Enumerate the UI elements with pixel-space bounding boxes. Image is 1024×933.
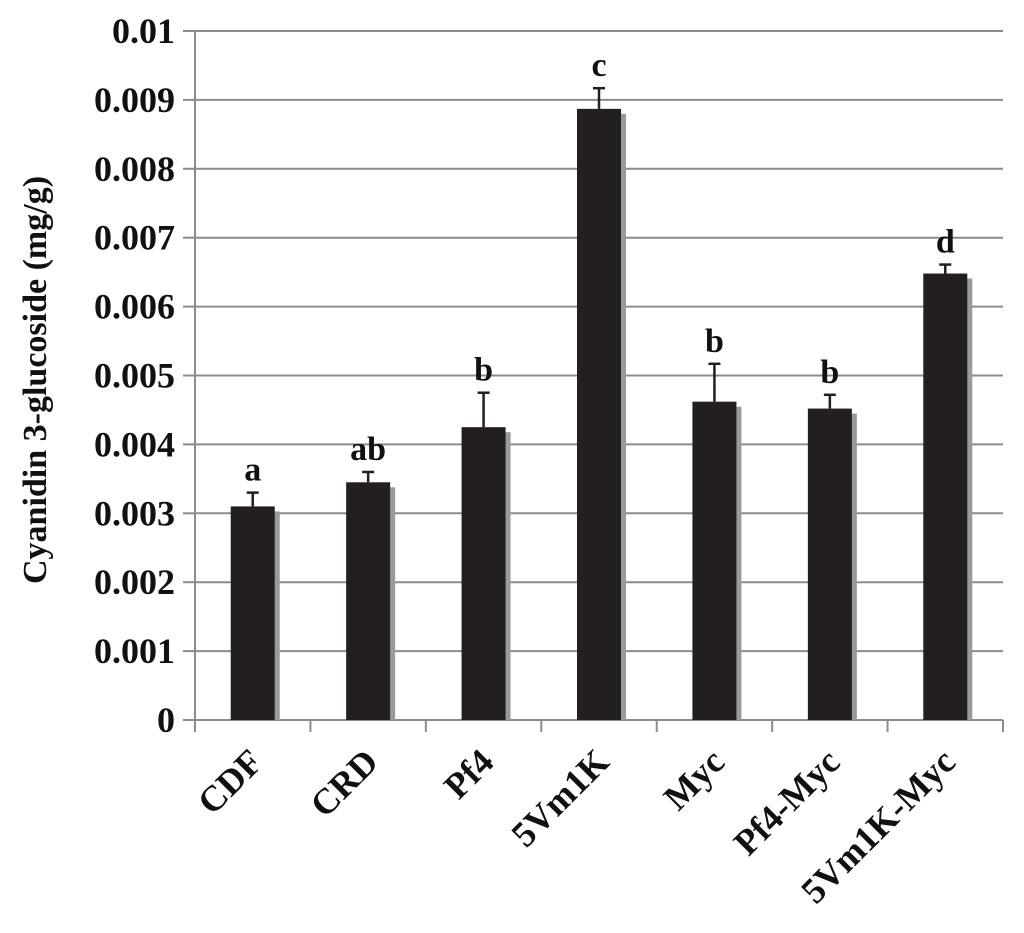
y-tick-label: 0.003 xyxy=(94,493,175,533)
x-tick-label: Myc xyxy=(656,741,732,817)
y-tick-labels: 0 0.001 0.002 0.003 0.004 0.005 0.006 0.007 0.00… xyxy=(94,11,175,740)
axes xyxy=(183,30,1004,732)
bar xyxy=(692,401,737,720)
x-tick-label: CRD xyxy=(302,741,385,824)
bar xyxy=(807,408,852,720)
y-tick-label: 0.002 xyxy=(94,562,175,602)
y-tick-label: 0.009 xyxy=(94,80,175,120)
significance-label: b xyxy=(820,354,839,391)
x-tick-label: CDF xyxy=(190,741,271,822)
y-tick-label: 0 xyxy=(157,700,175,740)
y-tick-label: 0.004 xyxy=(94,424,175,464)
significance-label: ab xyxy=(350,431,386,468)
y-axis-title: Cyanidin 3-glucoside (mg/g) xyxy=(17,176,54,584)
bar xyxy=(346,482,391,720)
significance-label: b xyxy=(705,323,724,360)
y-tick-label: 0.001 xyxy=(94,631,175,671)
y-tick-label: 0.007 xyxy=(94,218,175,258)
bars: a ab b c b b d xyxy=(230,47,973,721)
bar xyxy=(461,427,506,720)
significance-label: c xyxy=(591,47,606,84)
significance-label: a xyxy=(244,452,261,489)
y-tick-label: 0.005 xyxy=(94,356,175,396)
y-tick-label: 0.01 xyxy=(112,11,175,51)
bar xyxy=(577,108,621,721)
y-tick-label: 0.006 xyxy=(94,287,175,327)
significance-label: b xyxy=(474,352,493,389)
y-tick-label: 0.008 xyxy=(94,149,175,189)
x-tick-label: Pf4-Myc xyxy=(726,741,848,863)
x-tick-label: Pf4 xyxy=(436,741,501,806)
x-tick-label: 5Vm1K xyxy=(504,741,617,854)
significance-label: d xyxy=(936,224,955,261)
bar xyxy=(230,506,275,720)
bar xyxy=(923,273,968,720)
